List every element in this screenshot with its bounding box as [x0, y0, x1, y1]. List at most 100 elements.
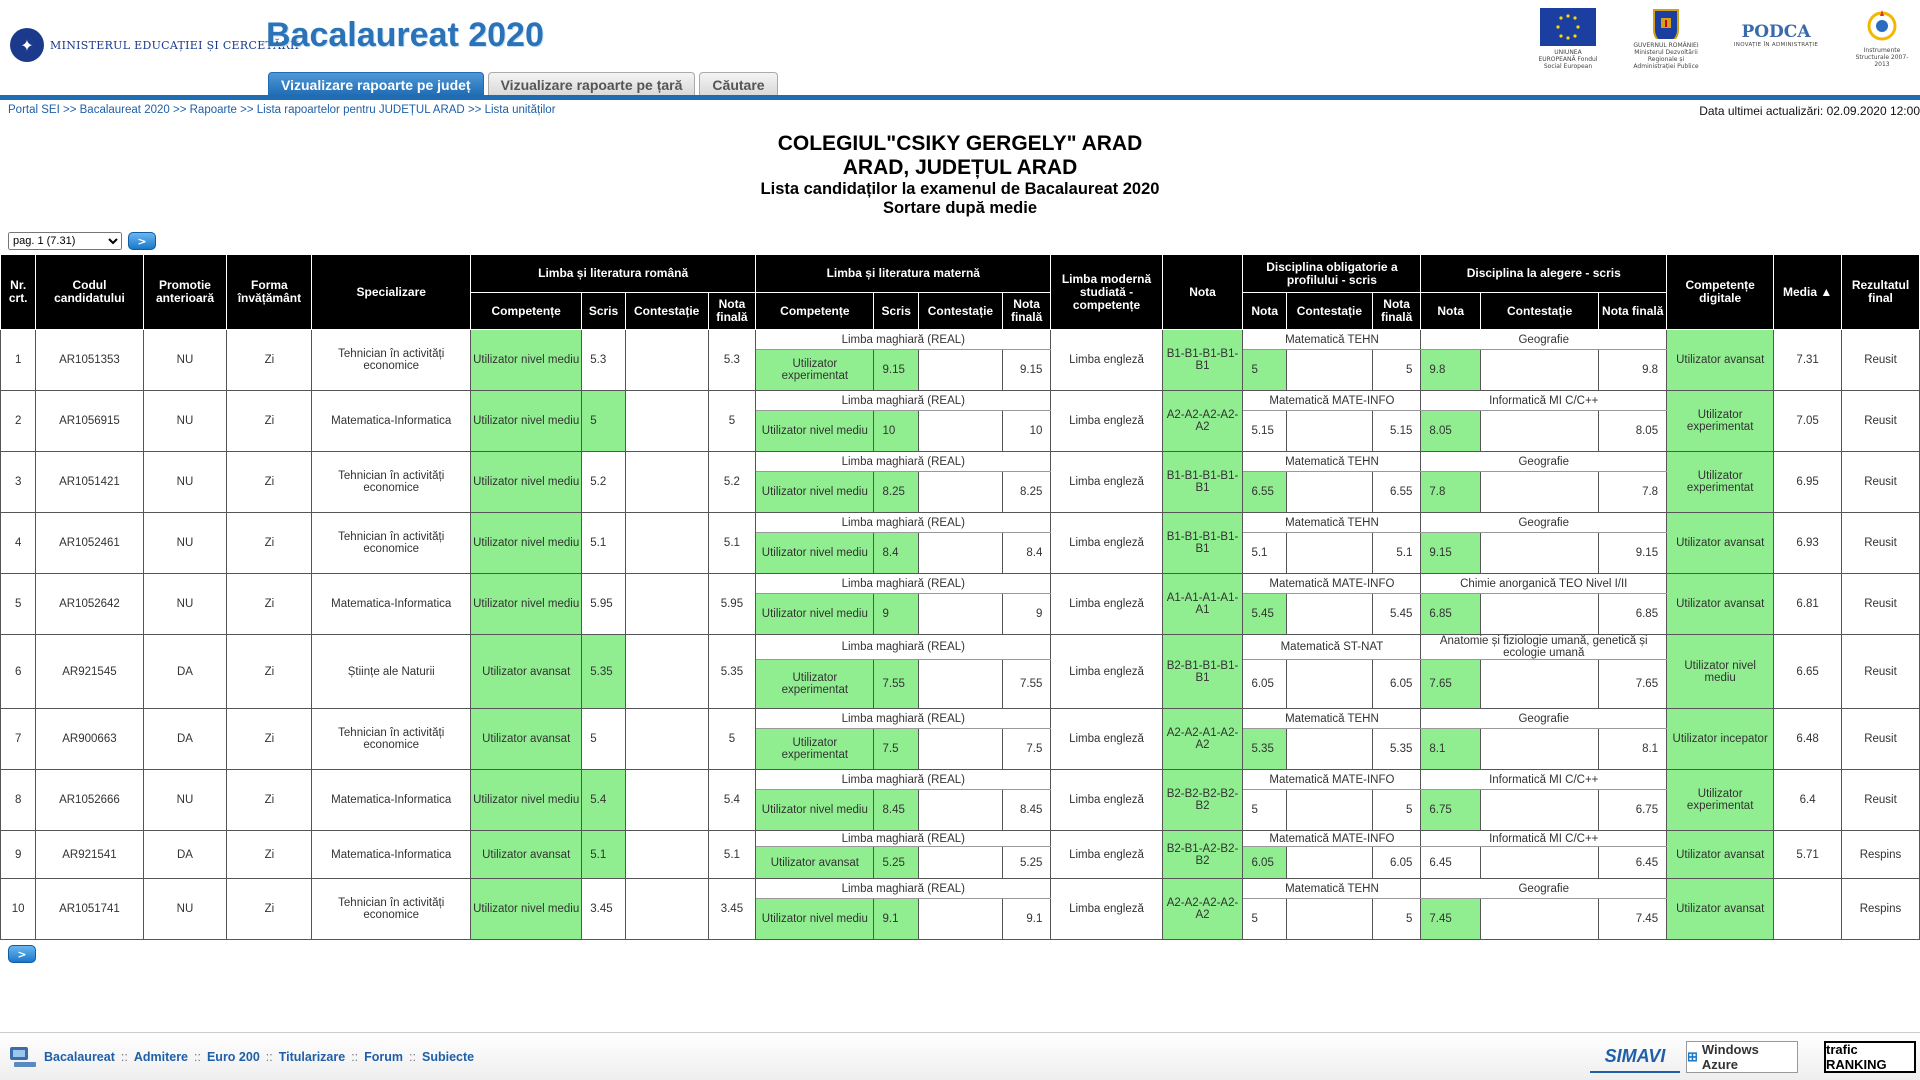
- cell-mat-cont: [917, 410, 1003, 452]
- cell-mat-cont: [917, 898, 1003, 940]
- cell-mat-comp: Utilizator nivel mediu: [755, 471, 875, 513]
- table-row-sub: Utilizator nivel mediu 8.45 8.45 5 5 6.75 6.75: [1, 789, 1920, 831]
- table-row: 1 AR1051353 NU Zi Tehnician în activități ec…: [0, 329, 1920, 391]
- site-header: ✦ MINISTERUL EDUCAȚIEI ȘI CERCETĂRII Bac…: [0, 0, 1920, 100]
- cell-mat-comp: Utilizator nivel mediu: [755, 789, 875, 831]
- col-average-sort[interactable]: Media ▲: [1773, 254, 1842, 330]
- report-tabs: Vizualizare rapoarte pe județ Vizualizar…: [268, 72, 778, 96]
- tab-search[interactable]: Căutare: [699, 72, 778, 96]
- cell-ro-comp: Utilizator nivel mediu: [470, 329, 583, 391]
- cell-ob-final: 5.1: [1371, 532, 1422, 574]
- cell-ro-comp: Utilizator avansat: [470, 708, 583, 770]
- cell-al-subj: Geografie: [1420, 708, 1668, 729]
- cell-ro-scris: 5.95: [581, 573, 626, 635]
- cell-nr: 6: [0, 634, 37, 709]
- footer-link-bacalaureat[interactable]: Bacalaureat: [44, 1050, 115, 1064]
- footer-link-euro-200[interactable]: Euro 200: [206, 1050, 260, 1064]
- cell-promo: NU: [142, 878, 228, 940]
- cell-mat-subj: Limba maghiară (REAL): [755, 878, 1052, 899]
- ministry-logo[interactable]: ✦ MINISTERUL EDUCAȚIEI ȘI CERCETĂRII: [10, 28, 299, 62]
- footer-links: Bacalaureat :: Admitere :: Euro 200 :: T…: [8, 1043, 474, 1071]
- col-elec-final-grade: Nota finală: [1598, 292, 1668, 330]
- cell-ro-scris: 5.4: [581, 769, 626, 831]
- breadcrumb-portal-sei[interactable]: Portal SEI: [8, 104, 60, 116]
- cell-promo: DA: [142, 708, 228, 770]
- table-row: 2 AR1056915 NU Zi Matematica-Informatica Util…: [0, 390, 1920, 452]
- go-button-bottom[interactable]: >: [8, 945, 36, 963]
- cell-promo: NU: [142, 573, 228, 635]
- cell-ob-cont: [1285, 789, 1373, 831]
- cell-modern: Limba engleză: [1050, 390, 1163, 452]
- cell-rez: Reusit: [1840, 451, 1920, 513]
- footer-link-titularizare[interactable]: Titularizare: [278, 1050, 346, 1064]
- cell-digit: Utilizator incepator: [1666, 708, 1775, 770]
- breadcrumb-bacalaureat[interactable]: Bacalaureat 2020: [79, 104, 170, 116]
- cell-mat-subj: Limba maghiară (REAL): [755, 634, 1052, 660]
- cell-al-subj: Chimie anorganică TEO Nivel I/II: [1420, 573, 1668, 594]
- cell-ro-cont: [624, 634, 709, 709]
- cell-code: AR921545: [35, 634, 144, 709]
- col-ro-written: Scris: [581, 292, 626, 330]
- cell-code: AR1051353: [35, 329, 144, 391]
- eu-flag-icon: [1540, 8, 1596, 46]
- cell-ro-scris: 3.45: [581, 878, 626, 940]
- cell-media: 7.31: [1773, 329, 1842, 391]
- cell-ro-comp: Utilizator nivel mediu: [470, 878, 583, 940]
- footer-link-subiecte[interactable]: Subiecte: [422, 1050, 475, 1064]
- cell-nota: B2-B1-A2-B2-B2: [1161, 830, 1244, 879]
- cell-mat-final: 9.1: [1001, 898, 1052, 940]
- cell-spec: Tehnician în activități economice: [311, 512, 472, 574]
- go-button[interactable]: >: [128, 232, 156, 250]
- gov-logo-caption: GUVERNUL ROMÂNIEI Ministerul Dezvoltării…: [1633, 42, 1699, 70]
- simavi-badge[interactable]: SIMAVI: [1590, 1041, 1680, 1073]
- breadcrumb-reports[interactable]: Rapoarte: [189, 104, 237, 116]
- cell-modern: Limba engleză: [1050, 512, 1163, 574]
- col-specialization: Specializare: [311, 254, 472, 330]
- app-title[interactable]: Bacalaureat 2020: [266, 16, 544, 54]
- table-row: 9 AR921541 DA Zi Matematica-Informatica Utili…: [0, 830, 1920, 879]
- ministry-crest-icon: ✦: [10, 28, 44, 62]
- cell-mat-subj: Limba maghiară (REAL): [755, 708, 1052, 729]
- col-nr: Nr. crt.: [0, 254, 37, 330]
- eu-logo-caption: UNIUNEA EUROPEANĂ Fondul Social European: [1538, 49, 1598, 70]
- cell-ro-final: 5.3: [707, 329, 757, 391]
- footer-separator: ::: [409, 1050, 416, 1064]
- cell-mat-subj: Limba maghiară (REAL): [755, 512, 1052, 533]
- cell-ob-final: 6.05: [1371, 659, 1422, 709]
- table-row-sub: Utilizator nivel mediu 8.25 8.25 6.55 6.55 7.…: [1, 471, 1920, 513]
- footer-link-forum[interactable]: Forum: [364, 1050, 404, 1064]
- tab-country-reports[interactable]: Vizualizare rapoarte pe țară: [487, 72, 696, 96]
- cell-mat-comp: Utilizator nivel mediu: [755, 532, 875, 574]
- table-row-sub: Utilizator experimentat 9.15 9.15 5 5 9.8 9.8: [1, 349, 1920, 391]
- cell-mat-scris: 10: [873, 410, 919, 452]
- cell-ob-nota: 5.15: [1242, 410, 1287, 452]
- cell-mat-subj: Limba maghiară (REAL): [755, 573, 1052, 594]
- tab-county-reports[interactable]: Vizualizare rapoarte pe județ: [268, 72, 484, 96]
- breadcrumb-units-list[interactable]: Lista unităților: [484, 104, 556, 116]
- cell-al-subj: Geografie: [1420, 451, 1668, 472]
- cell-rez: Respins: [1840, 830, 1920, 879]
- trafic-ranking-badge[interactable]: trafic RANKING: [1824, 1041, 1916, 1073]
- windows-azure-badge[interactable]: ⊞ Windows Azure: [1686, 1041, 1798, 1073]
- cell-mat-scris: 7.5: [873, 728, 919, 770]
- page-select[interactable]: pag. 1 (7.31): [8, 232, 122, 250]
- cell-al-final: 6.75: [1598, 789, 1668, 831]
- cell-spec: Matematica-Informatica: [311, 769, 472, 831]
- cell-ob-final: 5: [1371, 349, 1422, 391]
- gov-logo: GUVERNUL ROMÂNIEI Ministerul Dezvoltării…: [1628, 8, 1704, 70]
- cell-al-nota: 8.1: [1420, 728, 1482, 770]
- cell-ob-nota: 5.45: [1242, 593, 1287, 635]
- cell-digit: Utilizator experimentat: [1666, 451, 1775, 513]
- cell-form: Zi: [226, 878, 313, 940]
- breadcrumb-separator: >>: [172, 104, 187, 116]
- cell-ro-cont: [624, 451, 709, 513]
- podca-logo-text: PODCA: [1741, 22, 1811, 42]
- footer-link-admitere[interactable]: Admitere: [133, 1050, 189, 1064]
- breadcrumb-county-reports[interactable]: Lista rapoartelor pentru JUDEȚUL ARAD: [256, 104, 465, 116]
- cell-al-cont: [1480, 898, 1600, 940]
- cell-mat-comp: Utilizator nivel mediu: [755, 593, 875, 635]
- table-row-sub: Utilizator nivel mediu 8.4 8.4 5.1 5.1 9.15 9.…: [1, 532, 1920, 574]
- cell-form: Zi: [226, 390, 313, 452]
- cell-ro-final: 5.95: [707, 573, 757, 635]
- cell-ro-scris: 5.1: [581, 830, 626, 879]
